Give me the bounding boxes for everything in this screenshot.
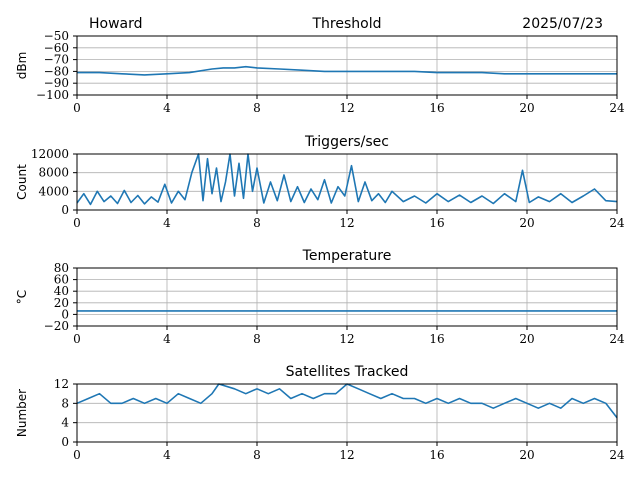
y-tick-label: −60 — [44, 41, 69, 55]
y-tick-label: 8 — [61, 396, 69, 410]
series-line — [76, 153, 618, 206]
y-axis-label: dBm — [15, 52, 29, 80]
panels: 0 4 8 12 16 20 24 −50−60−70−80−90−100 Threshold d… — [15, 16, 625, 462]
x-tick-label: 20 — [519, 448, 534, 462]
y-axis-label: °C — [15, 290, 29, 304]
y-tick-label: 0 — [61, 307, 69, 321]
y-tick-label: −50 — [44, 29, 69, 43]
x-tick-label: 8 — [253, 216, 261, 230]
y-tick-label: −80 — [44, 64, 69, 78]
x-tick-label: 24 — [609, 448, 625, 462]
x-tick-label: 12 — [339, 101, 354, 115]
y-tick-label: 4 — [61, 416, 69, 430]
x-tick-label: 0 — [73, 448, 81, 462]
x-tick-label: 8 — [253, 332, 261, 346]
x-tick-label: 12 — [339, 332, 354, 346]
panel-2: 0 4 8 12 16 20 24 0 4000 8000 12000 Triggers/sec Cou… — [15, 134, 625, 230]
x-tick-label: 8 — [253, 448, 261, 462]
y-tick-label: 12 — [54, 377, 69, 391]
x-tick-label: 4 — [163, 216, 171, 230]
panel-title: Satellites Tracked — [286, 364, 409, 380]
series-line — [77, 65, 617, 76]
x-tick-label: 24 — [609, 101, 625, 115]
station-label: Howard — [89, 16, 143, 32]
x-tick-label: 12 — [339, 216, 354, 230]
y-tick-label: 0 — [61, 435, 69, 449]
x-tick-label: 0 — [73, 216, 81, 230]
panel-1: 0 4 8 12 16 20 24 −50−60−70−80−90−100 Threshold d… — [15, 16, 625, 115]
panel-title: Threshold — [312, 16, 382, 32]
y-axis-label: Count — [15, 164, 29, 200]
x-tick-label: 4 — [163, 101, 171, 115]
x-tick-label: 4 — [163, 448, 171, 462]
y-tick-label: 60 — [54, 273, 69, 287]
panel-title: Temperature — [302, 248, 392, 264]
x-tick-label: 24 — [609, 216, 625, 230]
y-tick-label: 20 — [54, 296, 69, 310]
y-tick-label: 0 — [61, 203, 69, 217]
y-tick-label: 4000 — [38, 184, 69, 198]
x-tick-label: 20 — [519, 332, 534, 346]
x-tick-label: 16 — [429, 101, 444, 115]
x-tick-label: 16 — [429, 216, 444, 230]
x-tick-label: 12 — [339, 448, 354, 462]
x-tick-label: 0 — [73, 101, 81, 115]
x-tick-label: 24 — [609, 332, 625, 346]
y-axis-label: Number — [15, 389, 29, 437]
x-tick-label: 4 — [163, 332, 171, 346]
x-tick-label: 0 — [73, 332, 81, 346]
y-tick-label: −90 — [44, 76, 69, 90]
panel-title: Triggers/sec — [304, 134, 389, 150]
y-tick-label: 12000 — [31, 147, 69, 161]
panel-4: 0 4 8 12 16 20 24 0 4 8 12 Satellites Tracked Number — [15, 364, 625, 462]
date-label: 2025/07/23 — [522, 16, 603, 32]
y-tick-label: −70 — [44, 53, 69, 67]
y-tick-label: −100 — [36, 88, 69, 102]
y-tick-label: 8000 — [38, 166, 69, 180]
x-tick-label: 16 — [429, 332, 444, 346]
x-tick-label: 20 — [519, 101, 534, 115]
x-tick-label: 20 — [519, 216, 534, 230]
y-tick-label: −20 — [44, 319, 69, 333]
x-tick-label: 8 — [253, 101, 261, 115]
y-tick-label: 80 — [54, 261, 69, 275]
y-tick-label: 40 — [54, 284, 69, 298]
x-tick-label: 16 — [429, 448, 444, 462]
